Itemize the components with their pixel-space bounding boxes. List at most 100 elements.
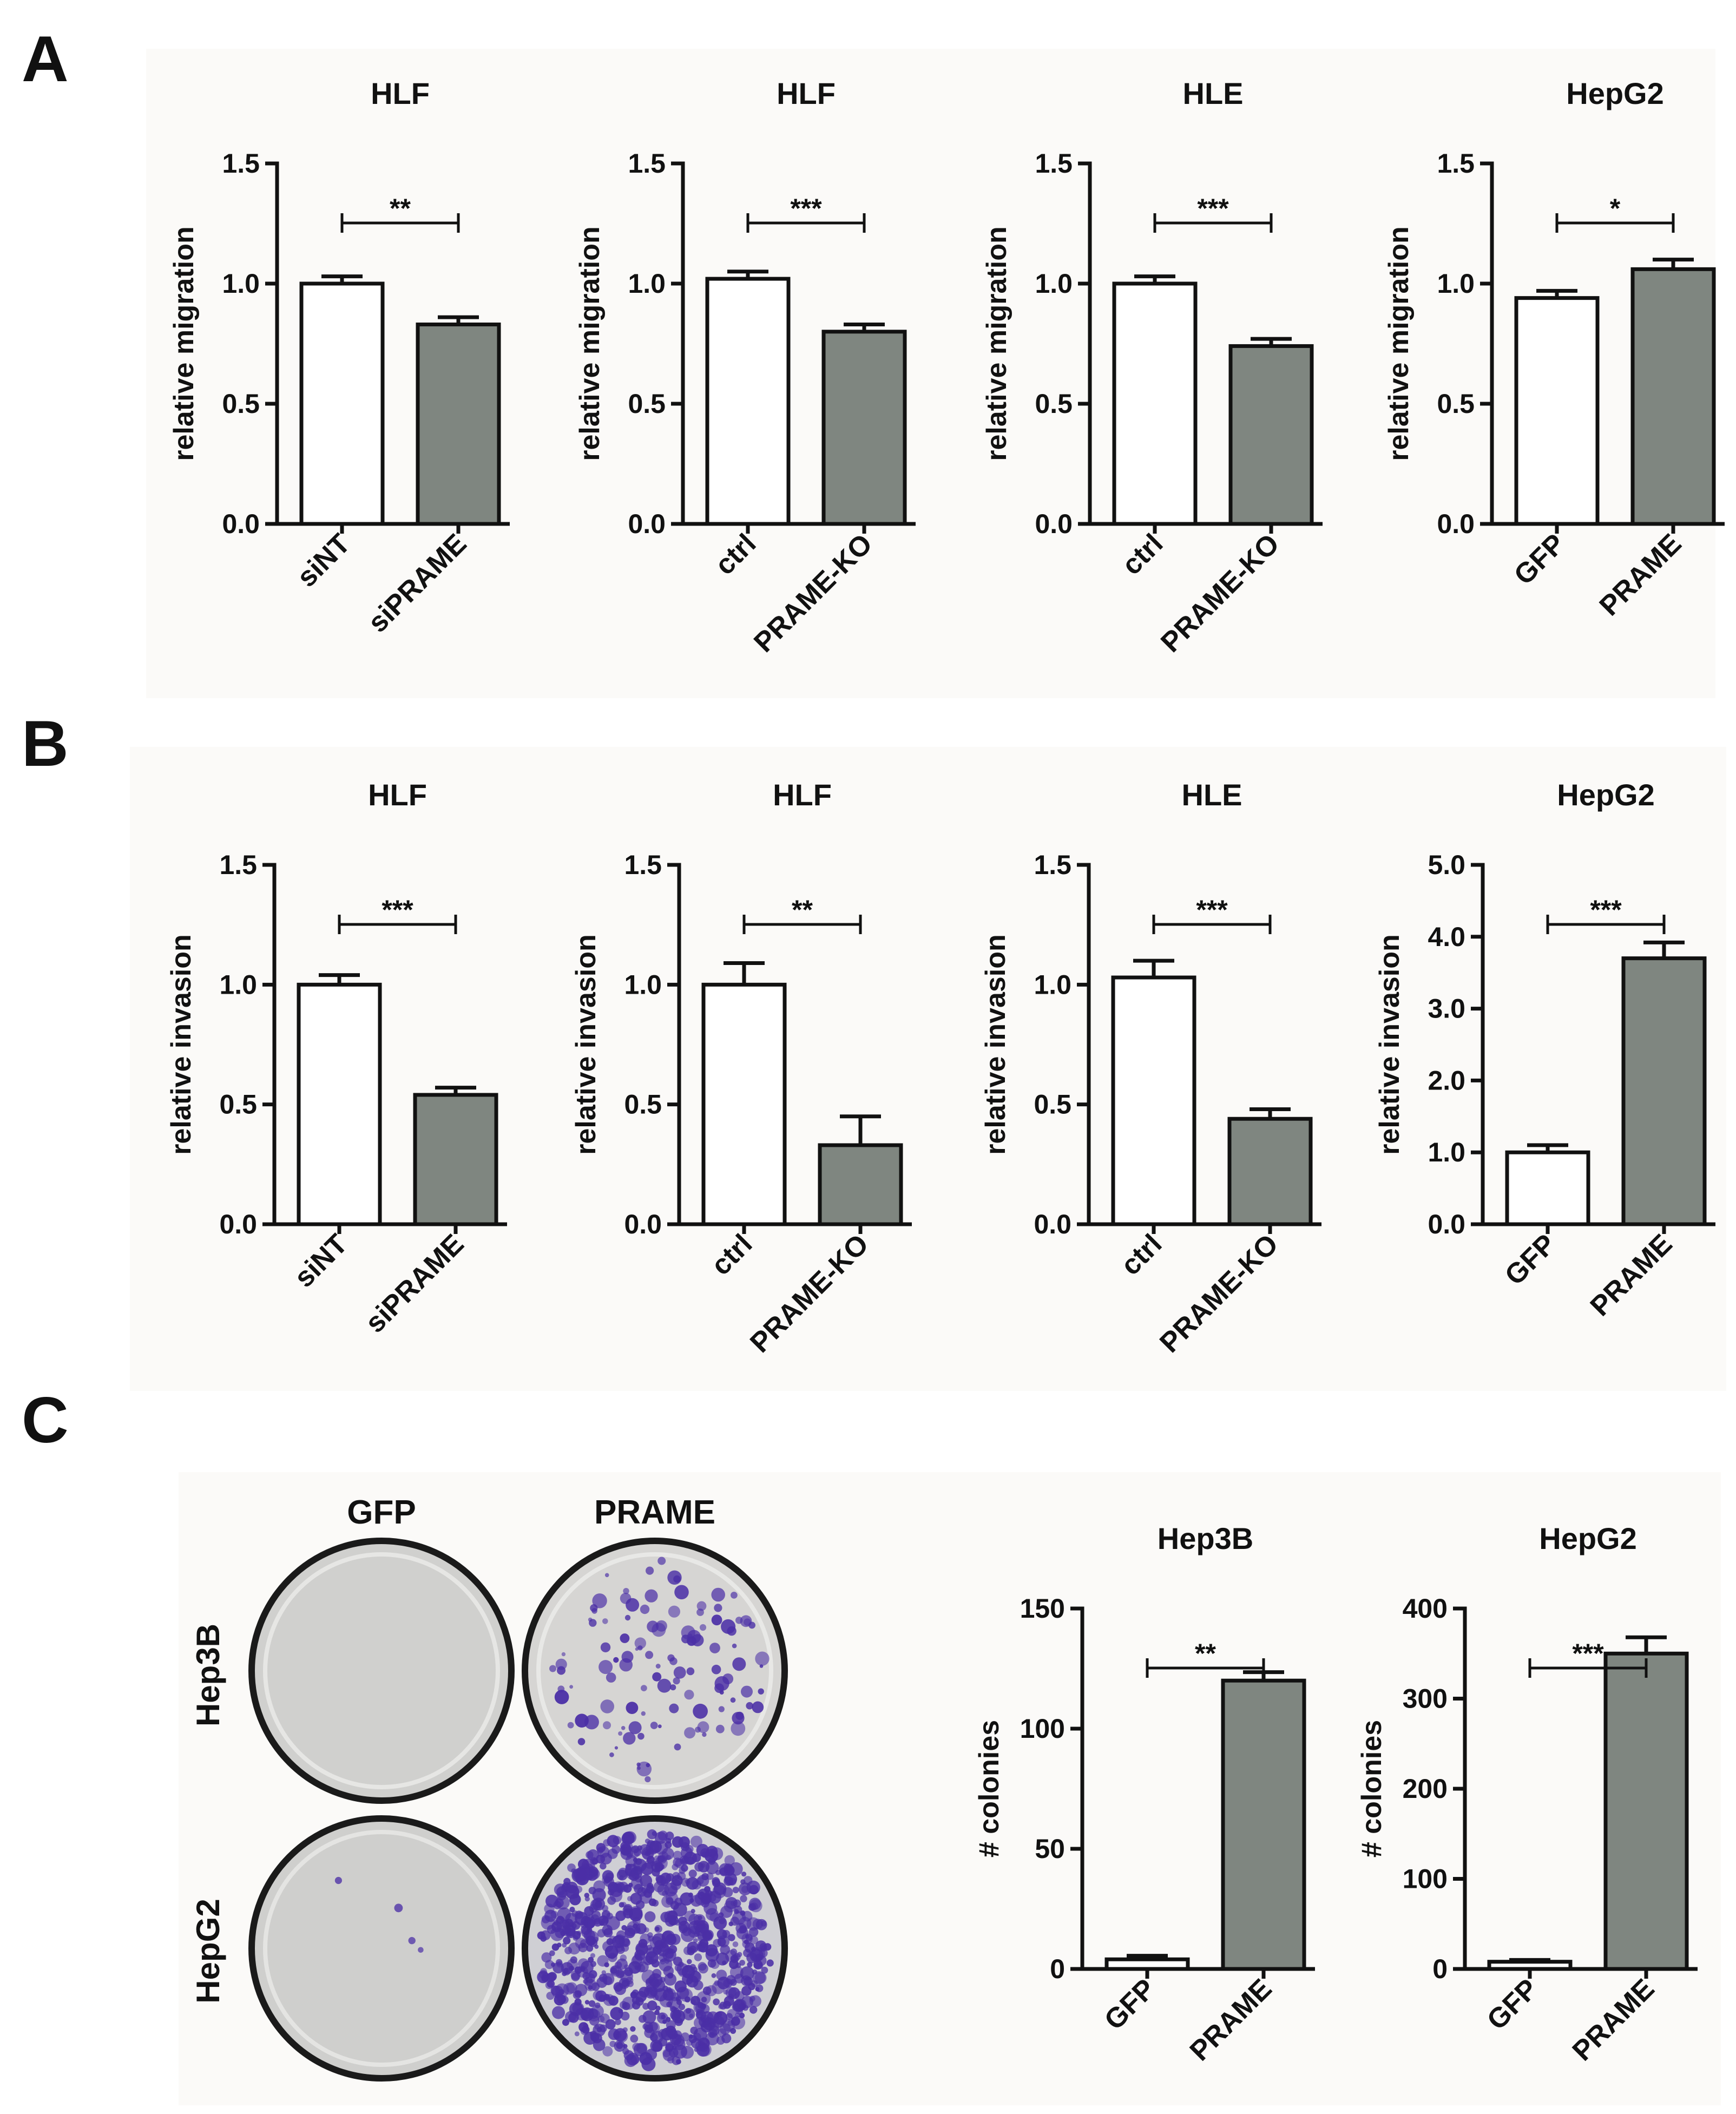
colony-dot <box>669 1934 681 1945</box>
colony-dot <box>618 2008 623 2014</box>
colony-dot <box>737 1952 742 1958</box>
colony-dot <box>574 2031 580 2037</box>
colony-dot <box>752 1701 764 1713</box>
colony-dot <box>654 2010 660 2015</box>
chart-title: HepG2 <box>1566 76 1664 110</box>
colony-dot <box>692 1853 701 1862</box>
colony-dot <box>705 1861 719 1874</box>
colony-dot <box>696 1609 704 1616</box>
colony-dot <box>592 1593 607 1609</box>
colony-dot <box>645 1651 654 1659</box>
colony-dot <box>602 2046 613 2057</box>
colony-dot <box>584 1896 590 1902</box>
colony-dot <box>684 1727 696 1739</box>
colony-dot <box>666 2001 673 2008</box>
colony-dot <box>565 1881 578 1894</box>
plate-column-label-prame: PRAME <box>594 1494 715 1531</box>
y-tick-label: 1.0 <box>222 268 260 299</box>
bar-gfp <box>1505 1150 1590 1226</box>
colony-dot <box>607 1848 618 1859</box>
colony-dot <box>645 1776 651 1783</box>
colony-dot <box>620 1633 630 1643</box>
y-tick-label: 0.5 <box>628 389 666 419</box>
colony-dot <box>586 1945 594 1952</box>
colony-dot <box>658 2012 666 2020</box>
colony-dot <box>584 2000 590 2005</box>
colony-dot <box>716 1969 727 1981</box>
colony-dot <box>576 1966 588 1978</box>
colony-dot <box>621 1847 629 1855</box>
colony-dot <box>586 1851 594 1859</box>
colony-dot <box>585 1973 595 1984</box>
colony-dot <box>698 1962 707 1971</box>
colony-dot <box>603 1876 614 1887</box>
colony-dot <box>746 1702 753 1710</box>
y-axis-label: # colonies <box>1356 1720 1388 1857</box>
colony-dot <box>724 1865 735 1876</box>
plate-hep3b-prame <box>522 1538 788 1804</box>
colony-dot <box>708 1857 716 1865</box>
colony-dot <box>554 1994 565 2006</box>
bar-prame-ko <box>1228 344 1314 526</box>
colony-dot <box>755 1651 770 1666</box>
bar-sint <box>297 982 382 1226</box>
colony-dot <box>730 1916 740 1926</box>
colony-dot <box>606 1916 620 1931</box>
colony-dot <box>613 1836 622 1845</box>
colony-dot <box>619 2001 628 2009</box>
colony-dot <box>561 1652 566 1657</box>
y-tick-label: 1.0 <box>1428 1137 1465 1167</box>
y-tick-label: 0.5 <box>219 1089 257 1120</box>
colony-dot <box>657 1678 672 1693</box>
colony-dot <box>740 1879 746 1885</box>
chart-title: HLF <box>371 76 430 110</box>
colony-dot <box>603 1928 613 1938</box>
colony-dot <box>698 1941 702 1947</box>
colony-dot <box>569 1907 575 1913</box>
significance-label: ** <box>1195 1638 1216 1669</box>
colony-dot <box>713 1916 727 1930</box>
colony-dot <box>664 1973 677 1986</box>
colony-dot <box>609 1954 615 1959</box>
colony-dot <box>645 1589 658 1603</box>
significance-label: *** <box>1590 895 1622 925</box>
colony-dot <box>633 1848 641 1856</box>
colony-dot <box>662 1948 676 1962</box>
colony-dot <box>614 1961 622 1969</box>
y-axis-label: relative invasion <box>980 934 1011 1155</box>
colony-dot <box>646 2049 657 2060</box>
bar-sint <box>299 281 385 526</box>
colony-dot <box>646 1986 657 1998</box>
colony-dot <box>753 1960 763 1969</box>
colony-dot <box>748 1982 755 1991</box>
colony-dot <box>600 1642 611 1652</box>
colony-dot <box>608 2028 620 2040</box>
colony-dot <box>662 2019 667 2024</box>
chart-title: Hep3B <box>1158 1521 1253 1555</box>
colony-dot <box>604 1573 609 1578</box>
plate-hepg2-prame <box>522 1815 788 2082</box>
chart-title: HLF <box>777 76 836 110</box>
colony-dot <box>686 1877 699 1890</box>
colony-dot <box>587 1939 594 1946</box>
y-tick-label: 1.0 <box>624 969 662 1000</box>
y-tick-label: 0.0 <box>1034 1209 1071 1239</box>
colony-dot <box>719 1690 724 1695</box>
plate-column-label-gfp: GFP <box>347 1494 416 1531</box>
colony-dot <box>581 1927 592 1938</box>
colony-dot <box>688 1969 701 1982</box>
bar-prame <box>1630 267 1716 526</box>
colony-dot <box>731 1721 746 1736</box>
bar-prame <box>1221 1678 1306 1971</box>
significance-label: *** <box>382 895 413 925</box>
colony-dot <box>730 1697 736 1703</box>
colony-dot <box>408 1936 416 1945</box>
colony-dot <box>697 1721 709 1734</box>
y-tick-label: 1.0 <box>1034 969 1071 1000</box>
colony-dot <box>741 1872 747 1877</box>
y-axis-label: relative migration <box>168 226 200 461</box>
y-tick-label: 3.0 <box>1428 994 1465 1024</box>
colony-dot <box>711 1614 722 1626</box>
